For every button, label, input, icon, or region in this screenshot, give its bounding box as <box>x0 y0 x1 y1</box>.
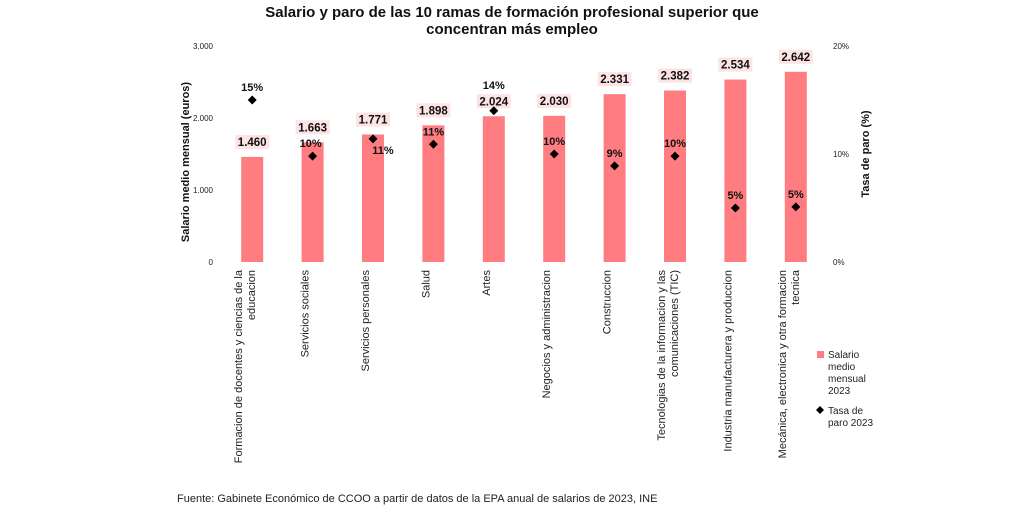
marker-tasa-paro <box>308 151 318 161</box>
legend-label-salario: mensual <box>828 374 866 385</box>
bar-value-label-bg <box>235 134 270 149</box>
right-axis-tick-label: 10% <box>833 150 849 159</box>
bar-salario <box>724 79 747 262</box>
marker-value-label: 15% <box>241 82 263 94</box>
category-label: Mecánica, electronica y otra formacion <box>777 270 789 458</box>
bar-salario <box>362 134 384 262</box>
right-axis-title: Tasa de paro (%) <box>860 110 872 198</box>
marker-value-label: 11% <box>423 126 445 138</box>
marker-tasa-paro <box>428 139 438 149</box>
bar-salario <box>664 90 686 262</box>
bar-value-label: 2.382 <box>661 70 690 82</box>
bar-value-label: 2.331 <box>600 74 629 86</box>
legend-label-tasa-paro: Tasa de <box>828 406 863 417</box>
marker-tasa-paro <box>791 202 801 212</box>
category-label: Salud <box>420 270 432 298</box>
left-axis-tick-label: 0 <box>209 258 214 267</box>
bar-value-label: 1.460 <box>238 137 267 149</box>
chart-title-line: concentran más empleo <box>426 21 598 38</box>
bar-value-label-bg <box>718 57 753 72</box>
bar-value-label: 2.024 <box>479 96 508 108</box>
category-label: Negocios y administracion <box>541 270 553 398</box>
bar-salario <box>422 125 445 263</box>
marker-value-label: 9% <box>607 148 623 160</box>
legend-swatch-salario <box>817 351 824 358</box>
category-label: Tecnologias de la informacion y las <box>656 270 668 441</box>
marker-value-label: 11% <box>372 145 394 157</box>
marker-value-label: 14% <box>483 80 505 92</box>
bar-value-label: 1.771 <box>359 114 388 126</box>
category-label: Servicios sociales <box>300 270 312 358</box>
bar-salario <box>301 142 324 262</box>
right-axis-tick-label: 20% <box>833 42 849 51</box>
bar-value-label-bg <box>416 103 451 118</box>
bar-value-label-bg <box>356 112 390 127</box>
bar-value-label: 2.534 <box>721 60 750 72</box>
category-label: Artes <box>481 270 493 296</box>
marker-value-label: 5% <box>788 189 804 201</box>
legend-label-salario: 2023 <box>828 386 851 397</box>
category-label: Formacion de docentes y ciencias de la <box>233 269 245 463</box>
left-axis-tick-label: 2.000 <box>193 114 214 123</box>
left-axis-tick-label: 3.000 <box>193 42 214 51</box>
marker-tasa-paro <box>247 95 257 105</box>
bar-salario <box>543 115 566 262</box>
category-label: Construccion <box>602 270 614 334</box>
source-note: Fuente: Gabinete Económico de CCOO a par… <box>177 493 657 505</box>
category-label: Industria manufacturera y produccion <box>722 270 734 452</box>
chart-title-line: Salario y paro de las 10 ramas de formac… <box>265 4 759 21</box>
bar-value-label-bg <box>658 68 692 83</box>
marker-value-label: 10% <box>664 138 686 150</box>
bar-salario <box>482 116 505 262</box>
category-label: tecnica <box>790 269 802 305</box>
marker-value-label: 10% <box>543 136 565 148</box>
marker-tasa-paro <box>549 149 559 159</box>
bar-value-label: 2.642 <box>781 52 810 64</box>
bar-value-label-bg <box>597 72 632 87</box>
category-label: Servicios personales <box>360 270 372 372</box>
legend-label-salario: Salario <box>828 350 860 361</box>
category-label: comunicaciones (TIC) <box>669 270 681 377</box>
bar-value-label-bg <box>476 94 511 109</box>
category-label: educacion <box>246 270 258 320</box>
right-axis-tick-label: 0% <box>833 258 845 267</box>
legend-swatch-tasa-paro <box>816 406 824 414</box>
bar-salario <box>603 94 626 262</box>
marker-tasa-paro <box>368 134 378 144</box>
marker-value-label: 10% <box>300 138 322 150</box>
left-axis-tick-label: 1.000 <box>193 186 214 195</box>
bar-value-label-bg <box>537 93 572 108</box>
legend-label-salario: medio <box>828 362 856 373</box>
left-axis-title: Salario medio mensual (euros) <box>180 82 192 242</box>
marker-tasa-paro <box>489 106 499 116</box>
bar-value-label: 1.898 <box>419 105 448 117</box>
marker-tasa-paro <box>610 161 620 171</box>
bar-salario <box>784 71 807 262</box>
bar-value-label-bg <box>778 49 813 64</box>
bar-value-label-bg <box>295 120 330 135</box>
legend-label-tasa-paro: paro 2023 <box>828 418 873 429</box>
marker-tasa-paro <box>670 151 680 161</box>
bar-salario <box>241 156 264 262</box>
marker-tasa-paro <box>730 203 740 213</box>
bar-value-label: 2.030 <box>540 96 569 108</box>
marker-value-label: 5% <box>727 190 743 202</box>
bar-value-label: 1.663 <box>298 122 327 134</box>
